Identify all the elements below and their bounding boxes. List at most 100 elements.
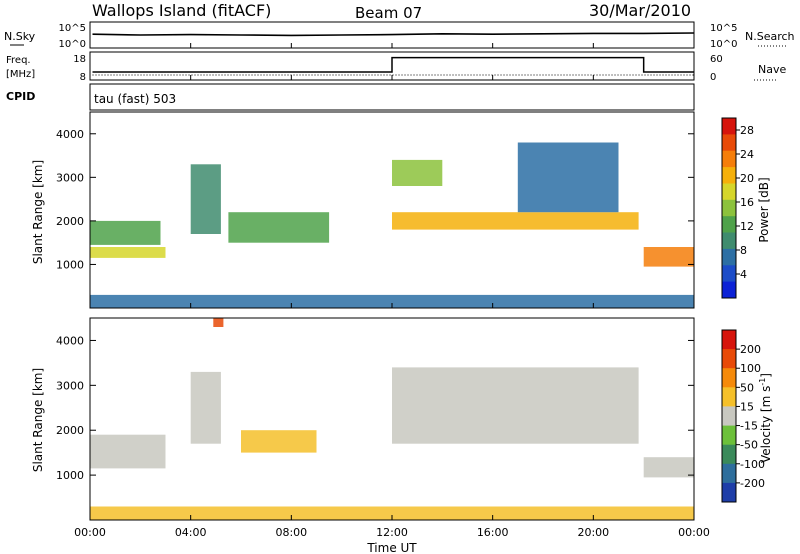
x-axis-label: Time UT bbox=[366, 541, 417, 554]
velocity-colorbar: 200 100 50 15 -15 -50 -100 -200 bbox=[721, 329, 765, 503]
nsearch-label: N.Search bbox=[745, 30, 795, 43]
x-tick-label-6: 00:00 bbox=[678, 526, 710, 539]
nave-tick-bottom: 0 bbox=[710, 72, 716, 83]
x-tick-label-2: 08:00 bbox=[275, 526, 307, 539]
velocity-y-ticks: 1000 2000 3000 4000 bbox=[56, 334, 694, 482]
power-colorbar-swatch-9 bbox=[722, 265, 736, 283]
x-tick-label-1: 04:00 bbox=[175, 526, 207, 539]
power-y-ticks: 1000 2000 3000 4000 bbox=[56, 128, 694, 271]
power-colorbar-swatch-0 bbox=[722, 118, 736, 135]
noise-tick-bottom-left: 10^0 bbox=[59, 39, 86, 50]
velocity-ytick-label-2: 3000 bbox=[56, 379, 84, 392]
velocity-colorbar-tick-label-6: -100 bbox=[740, 458, 765, 471]
power-ytick-label-2: 3000 bbox=[56, 171, 84, 184]
velocity-colorbar-tick-label-5: -50 bbox=[740, 439, 758, 452]
velocity-colorbar-swatch-5 bbox=[722, 425, 736, 446]
nave-tick-top: 60 bbox=[710, 54, 723, 65]
power-colorbar-tick-label-2: 12 bbox=[740, 220, 754, 233]
power-region-5 bbox=[392, 212, 639, 230]
power-colorbar-frame bbox=[721, 117, 737, 299]
velocity-ytick-label-3: 4000 bbox=[56, 334, 84, 347]
freq-series bbox=[92, 56, 694, 76]
velocity-colorbar-frame bbox=[721, 329, 737, 503]
station-title: Wallops Island (fitACF) bbox=[92, 1, 271, 20]
power-colorbar-tick-label-4: 20 bbox=[740, 172, 754, 185]
velocity-colorbar-tick-label-2: 50 bbox=[740, 381, 754, 394]
power-region-2 bbox=[190, 164, 221, 234]
x-tick-label-0: 00:00 bbox=[74, 526, 106, 539]
power-region-4 bbox=[392, 159, 443, 186]
x-tick-label-4: 16:00 bbox=[477, 526, 509, 539]
velocity-region-4 bbox=[643, 457, 694, 478]
velocity-colorbar-tick-label-1: 100 bbox=[740, 362, 761, 375]
nave-label: Nave bbox=[758, 63, 786, 76]
power-region-8 bbox=[90, 294, 694, 308]
power-colorbar-tick-label-6: 28 bbox=[740, 124, 754, 137]
cpid-label: CPID bbox=[6, 90, 35, 103]
velocity-colorbar-swatch-1 bbox=[722, 349, 736, 369]
freq-line bbox=[92, 56, 694, 73]
power-region-0 bbox=[90, 247, 166, 258]
noise-tick-top-right: 10^5 bbox=[710, 23, 737, 34]
velocity-colorbar-swatch-0 bbox=[722, 330, 736, 350]
power-ytick-label-0: 1000 bbox=[56, 258, 84, 271]
power-colorbar-swatch-5 bbox=[722, 199, 736, 217]
x-axis-ticks: 00:00 04:00 08:00 12:00 16:00 20:00 00:00 bbox=[74, 43, 710, 539]
velocity-colorbar-swatch-6 bbox=[722, 444, 736, 465]
power-colorbar-swatch-4 bbox=[722, 183, 736, 201]
power-region-6 bbox=[517, 142, 619, 213]
x-tick-label-3: 12:00 bbox=[376, 526, 408, 539]
velocity-colorbar-swatch-2 bbox=[722, 368, 736, 388]
velocity-region-0 bbox=[90, 434, 166, 469]
velocity-colorbar-tick-label-0: 200 bbox=[740, 343, 761, 356]
velocity-region-2 bbox=[241, 430, 317, 453]
freq-unit-label: [MHz] bbox=[6, 69, 35, 80]
nsky-line bbox=[92, 32, 695, 37]
power-data-cells bbox=[90, 142, 694, 308]
freq-tick-bottom: 8 bbox=[80, 72, 86, 83]
velocity-panel: 1000 2000 3000 4000 Slant Range [km] bbox=[31, 317, 695, 521]
power-region-1 bbox=[90, 220, 161, 245]
velocity-region-1 bbox=[190, 371, 221, 444]
velocity-colorbar-bracket: ] bbox=[759, 373, 773, 378]
noise-tick-top-left: 10^5 bbox=[59, 23, 86, 34]
power-colorbar-swatch-10 bbox=[722, 281, 736, 299]
freq-label: Freq. bbox=[6, 55, 31, 66]
velocity-y-label: Slant Range [km] bbox=[31, 368, 45, 472]
freq-tick-top: 18 bbox=[73, 54, 86, 65]
x-tick-label-5: 20:00 bbox=[577, 526, 609, 539]
power-colorbar-swatch-8 bbox=[722, 248, 736, 266]
noise-series bbox=[92, 32, 695, 37]
cpid-text: tau (fast) 503 bbox=[94, 92, 176, 106]
power-colorbar-tick-label-1: 8 bbox=[740, 244, 747, 257]
velocity-region-3 bbox=[392, 367, 639, 444]
velocity-colorbar-swatch-4 bbox=[722, 406, 736, 426]
power-region-7 bbox=[643, 247, 694, 267]
velocity-colorbar-tick-label-4: -15 bbox=[740, 420, 758, 433]
power-colorbar-tick-label-3: 16 bbox=[740, 196, 754, 209]
velocity-colorbar-swatch-8 bbox=[722, 482, 736, 503]
velocity-ytick-label-1: 2000 bbox=[56, 424, 84, 437]
cpid-panel-frame bbox=[89, 83, 695, 111]
power-y-label: Slant Range [km] bbox=[31, 160, 45, 264]
velocity-colorbar-swatch-7 bbox=[722, 463, 736, 484]
power-ytick-label-3: 4000 bbox=[56, 128, 84, 141]
velocity-region-6 bbox=[213, 318, 224, 327]
power-region-3 bbox=[228, 212, 330, 243]
velocity-colorbar-exponent: -1 bbox=[758, 378, 767, 386]
power-colorbar-swatch-2 bbox=[722, 150, 736, 168]
velocity-colorbar-tick-label-7: -200 bbox=[740, 477, 765, 490]
velocity-data-cells bbox=[90, 318, 694, 520]
power-colorbar-swatch-7 bbox=[722, 232, 736, 250]
power-colorbar-swatch-1 bbox=[722, 134, 736, 152]
power-colorbar-tick-label-5: 24 bbox=[740, 148, 754, 161]
power-colorbar-tick-label-0: 4 bbox=[740, 268, 747, 281]
date-title: 30/Mar/2010 bbox=[589, 1, 691, 20]
velocity-colorbar-label-text: Velocity [m s bbox=[759, 386, 773, 463]
nsky-label: N.Sky bbox=[4, 30, 36, 43]
power-ytick-label-1: 2000 bbox=[56, 215, 84, 228]
beam-title: Beam 07 bbox=[355, 4, 422, 22]
power-colorbar-swatch-3 bbox=[722, 167, 736, 184]
velocity-region-5 bbox=[90, 506, 694, 520]
